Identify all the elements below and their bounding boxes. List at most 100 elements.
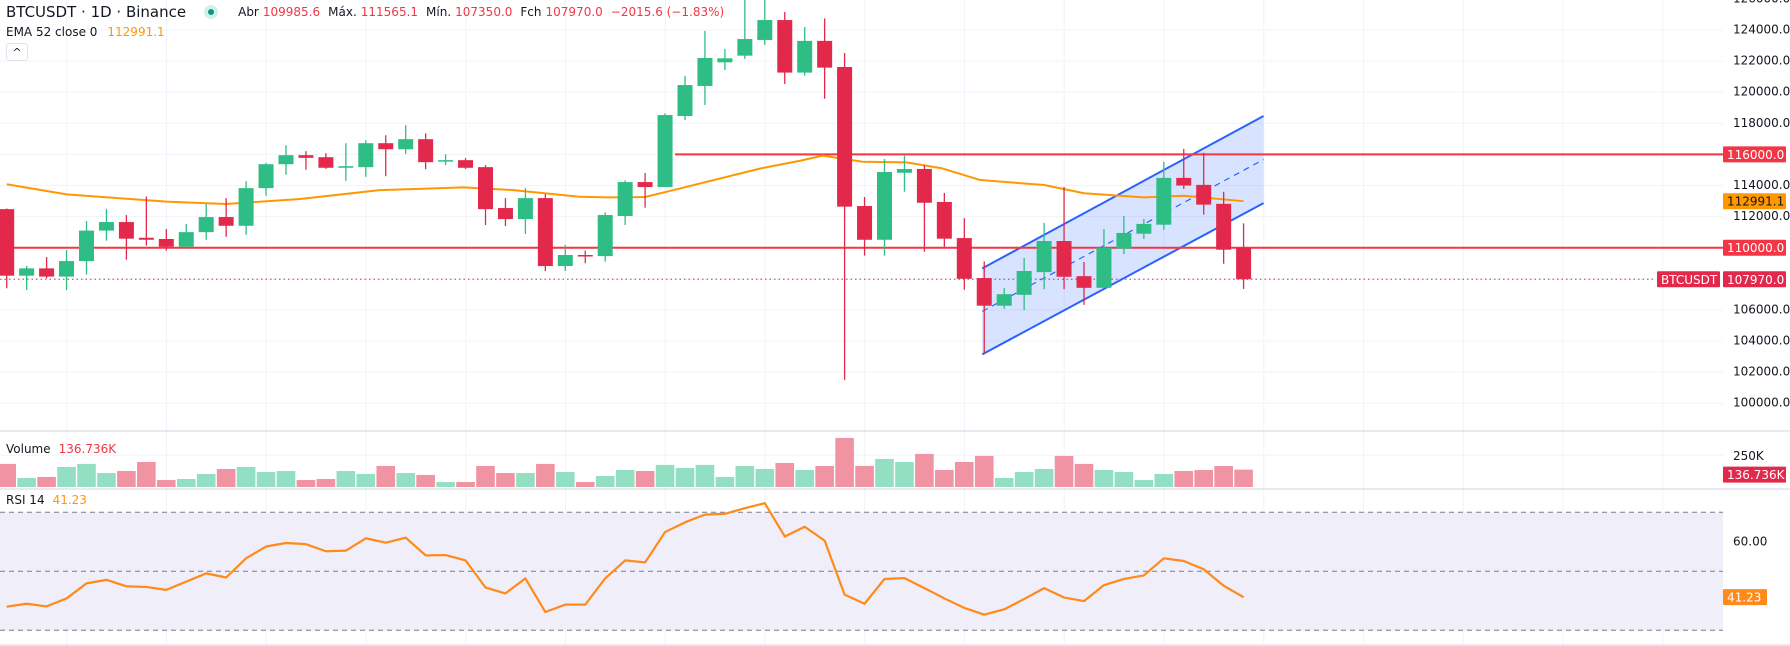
candle-body [39,268,55,277]
candle [1076,262,1092,305]
candle [617,180,633,225]
candle [797,27,813,76]
candle-body [1236,247,1252,280]
volume-bar [915,453,934,487]
ema-series [6,154,1244,206]
price-tick-label: 100000.0 [1733,396,1790,410]
volume-bar [1074,463,1094,487]
volume-badge: 136.736K [1727,468,1786,482]
candle [178,224,194,248]
candle-body [976,278,992,306]
candle-body [438,160,454,162]
candle-body [956,238,972,279]
volume-bar [575,482,595,487]
candle [817,18,833,99]
candle [896,155,912,192]
volume-bar [1194,470,1213,487]
candle [1016,257,1032,311]
volume-bar [1154,473,1174,487]
volume-bar [97,473,116,487]
volume-bar [1034,468,1054,487]
candle [637,173,653,208]
candle-body [1136,223,1152,234]
candle-body [0,209,15,276]
candle [218,198,234,237]
price-tick-label: 124000.0 [1733,23,1790,37]
candle [258,162,274,196]
volume-bar [57,466,76,487]
candle-body [1216,203,1232,250]
candle [857,197,873,256]
volume-bar [1094,470,1114,487]
candle [39,257,55,279]
symbol-title[interactable]: BTCUSDT · 1D · Binance [6,3,187,21]
candle [298,151,314,170]
price-tick-label: 112000.0 [1733,209,1790,223]
price-tick-label: 106000.0 [1733,302,1790,316]
volume-bar [835,437,854,487]
ema-value: 112991.1 [107,25,165,39]
candle-body [79,230,94,262]
candle [358,140,374,177]
candle-body [278,155,294,165]
volume-bar [994,477,1014,487]
volume-bar [17,477,36,487]
candle-body [837,67,853,207]
volume-bar [1014,472,1034,487]
candle-body [1156,177,1172,225]
candle-body [577,255,593,257]
volume-label: Volume [6,442,51,456]
candle [138,196,154,246]
candle [278,145,294,175]
candle [1096,229,1112,288]
candle-body [1096,247,1112,288]
high-label: Máx. [328,5,357,19]
candle [418,133,434,170]
last-price-badge: 107970.0 [1727,273,1784,287]
volume-bar [1174,471,1194,487]
candle [198,204,214,240]
candle [338,143,354,181]
candle [0,208,15,289]
high-value: 111565.1 [360,5,419,19]
ema-legend[interactable]: EMA 52 close 0 112991.1 [6,25,165,39]
volume-bar [0,463,17,487]
volume-bar [1134,480,1154,487]
candle [717,48,733,70]
volume-tick-label: 250K [1733,449,1765,463]
candle [936,192,952,248]
volume-bar [376,465,396,487]
volume-bar [256,472,276,487]
candle [877,159,892,256]
candle-body [996,294,1012,306]
axis-badges: 116000.0 110000.0 112991.1 BTCUSDT 107970.0 1… [1657,146,1786,606]
candle [1036,222,1052,290]
ema-badge-bg [1723,193,1786,210]
price-line-badge: 116000.0 [1727,148,1784,162]
price-axis[interactable]: 126000.0 124000.0 122000.0 120000.0 118000.0… [1733,0,1790,548]
candle-body [118,222,134,239]
candle-body [617,182,633,216]
rsi-legend[interactable]: RSI 14 41.23 [6,493,87,507]
channel-upper-line[interactable] [981,115,1265,270]
candle-body [298,155,314,158]
candle-body [497,208,513,220]
volume-bar [595,475,615,487]
volume-legend[interactable]: Volume 136.736K [6,442,116,456]
rsi-badge: 41.23 [1727,591,1761,605]
candle [777,11,793,84]
price-line-badge-bg [1723,239,1786,256]
volume-bar [416,474,435,487]
candle [677,76,693,121]
volume-bar [1114,472,1134,487]
volume-bar [795,470,814,487]
candle [79,221,94,275]
candle-body [637,182,653,188]
candle-body [537,198,553,267]
collapse-legend-button[interactable]: ^ [6,43,28,61]
candle [238,181,254,235]
volume-bar [117,471,136,487]
candle-body [697,57,713,86]
candle-body [458,160,474,168]
